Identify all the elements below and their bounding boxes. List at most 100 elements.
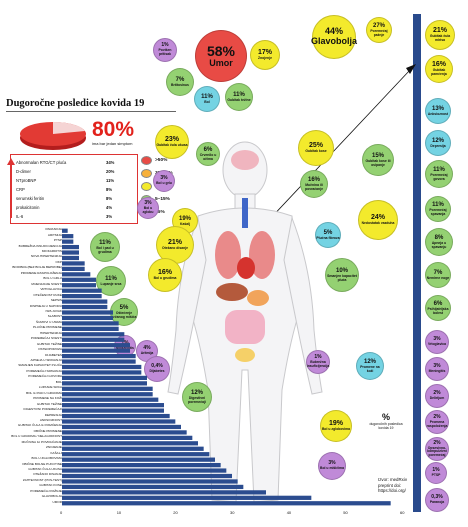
source-line-2: preprint doi: xyxy=(378,482,402,488)
symptom-bubble: 5% Plućna fibroza xyxy=(315,222,341,248)
bar xyxy=(62,495,312,500)
bar xyxy=(62,408,164,413)
bubble-label: Lupanje srca xyxy=(100,281,122,286)
bar-label: NOVA HIPERTENZIJA xyxy=(30,254,62,259)
bar xyxy=(62,234,74,239)
symptom-bubble: 0,4% Dijabetes xyxy=(144,356,170,382)
tick-label: 30 xyxy=(230,510,235,515)
bubble-percent: 12% xyxy=(190,389,203,396)
bar xyxy=(62,490,266,495)
bubble-label: Gubitak kose xyxy=(305,149,327,154)
marker-label: Abnormalan RTG/CT pluća xyxy=(16,160,67,165)
bar xyxy=(62,375,147,381)
bar-label: DISPNEJA U NAPORU xyxy=(29,303,62,308)
bubble-label: Anksioznost xyxy=(427,111,449,116)
bar-label: ŠUMOVI U USIMA xyxy=(36,319,62,324)
symptom-bubble: 12% Depresija xyxy=(425,130,451,156)
bar-label: BOL U GRLU xyxy=(43,276,62,281)
bubble-label: Gubitak pamćenja xyxy=(431,68,447,76)
symptom-bubble: 3% Vrtoglavica xyxy=(425,330,449,354)
bubble-percent: 3% xyxy=(328,460,336,467)
marker-label: D-dimer xyxy=(16,169,31,174)
bubble-percent: 25% xyxy=(308,142,323,150)
bubble-label: Opsesivno-kompulzivni poremećaj xyxy=(427,445,447,457)
bar-label: GUBITAK ČULA ILI PAMĆENJA xyxy=(17,423,62,428)
bubble-percent: 44% xyxy=(324,26,343,37)
bubble-label: Bol u grlu xyxy=(156,181,172,186)
legend-label: >50% xyxy=(155,158,168,163)
bar xyxy=(62,337,125,342)
bar-label: APNEJA U SPAVANJU xyxy=(30,358,62,363)
bubble-percent: 11% xyxy=(99,239,111,246)
bar-label: OSTEOPOROZA xyxy=(38,347,62,352)
symptom-bubble: 1% Povišen pritisak xyxy=(153,38,177,62)
symptom-bubble: 16% Mučnina ili povraćanje xyxy=(300,170,328,198)
tick-label: 60 xyxy=(400,510,405,515)
bubble-percent: 8% xyxy=(434,234,444,241)
bar-label: POREMEĆAJ SPAVANJA xyxy=(26,368,62,373)
bar xyxy=(62,364,142,370)
bubble-percent: 11% xyxy=(105,275,117,282)
bubble-percent: 6% xyxy=(433,300,443,307)
legend-label: 5–15% xyxy=(155,197,170,202)
symptom-bubble: 11% Poremećaj govora xyxy=(425,160,453,188)
bubble-percent: 10% xyxy=(335,267,348,274)
bubble-percent: 21% xyxy=(167,239,182,247)
bar-label: GUBITAK TEŽINE xyxy=(36,341,62,346)
symptom-bubble: 1% PTSP xyxy=(425,462,447,484)
bar-label: GUBITAK KOSE xyxy=(39,483,62,488)
marker-label: CRP xyxy=(16,187,25,192)
bar-label: OBIČNE BOLNE PUKOTINE xyxy=(22,461,62,466)
bubble-percent: 2% xyxy=(433,414,441,421)
bubble-label: Bol i pad u grudima xyxy=(96,245,114,254)
bubble-percent: 6% xyxy=(203,146,213,153)
legend-label: <5% xyxy=(155,210,165,215)
summary-percentage: 80% xyxy=(92,118,135,141)
title-underline xyxy=(6,111,176,112)
bar-label: POREMEĆAJ GOVORA xyxy=(28,374,62,379)
bar-label: ZAHTEVNOST (POS-TEST) xyxy=(22,477,62,482)
marker-label: NTproBNP xyxy=(16,178,37,183)
bar xyxy=(62,435,193,440)
bubble-percent: 58% xyxy=(206,42,236,59)
bubble-percent: 3% xyxy=(144,200,152,207)
bar-label: DIGESTIVNI POREMEĆAJI xyxy=(23,407,62,412)
bar xyxy=(62,479,238,484)
symptom-bubble: 11% Poremećaj spavanja xyxy=(425,196,451,222)
bubble-percent: 7% xyxy=(175,76,185,83)
bar xyxy=(62,386,153,391)
bar-label: ARITMIJA xyxy=(47,232,62,237)
bar-label: BOL U ZGLOBOVIMA xyxy=(31,456,63,461)
bubble-label: Gubitak čula mirisa xyxy=(429,34,451,42)
bar-label: MIJENJANJE SVESTI xyxy=(31,281,62,286)
symptom-bubble: 12% Promene na koži xyxy=(356,352,384,380)
symptom-bubble: 17% Znojenje xyxy=(250,40,280,70)
symptom-bubble: 44% Glavobolja xyxy=(311,15,357,59)
marker-label: IL-6 xyxy=(16,214,24,219)
marker-value: 34% xyxy=(106,160,115,165)
bar-label: GUBITAK TEŽINE xyxy=(36,401,62,406)
bar xyxy=(62,446,204,451)
bar-label: PTSP xyxy=(53,238,62,243)
symptom-bubble: 2% Delirijum xyxy=(425,384,449,408)
bubble-label: Crvenilo u očima xyxy=(199,152,217,161)
legend-item: >50% xyxy=(141,156,167,165)
symptom-bubble: 24% Nedostatak vazduha xyxy=(358,200,398,240)
symptom-bubble: 25% Gubitak kose xyxy=(298,130,334,166)
bubble-percent: 3% xyxy=(433,363,441,370)
marker-value: 4% xyxy=(106,205,113,210)
bar xyxy=(62,452,210,457)
bar-label: BIOFIBRA (BEZ BOLJE BEPROBE) xyxy=(12,265,62,270)
bubble-label: Otežano disanje xyxy=(161,246,188,251)
bar xyxy=(62,321,119,326)
bubble-percent: 27% xyxy=(372,22,385,29)
bubble-label: Bubrežna insuficijencija xyxy=(306,360,330,368)
bubble-percent: 4% xyxy=(143,345,151,352)
bar xyxy=(62,304,108,310)
bar xyxy=(62,419,176,424)
symptom-bubble: 2% Promena raspoloženja xyxy=(425,410,449,434)
symptom-bubble: 58% Umor xyxy=(195,30,247,82)
tick-label: 0 xyxy=(60,510,63,515)
bubble-percent: 5% xyxy=(323,229,333,236)
bar-label: PARANOJA xyxy=(45,227,62,232)
